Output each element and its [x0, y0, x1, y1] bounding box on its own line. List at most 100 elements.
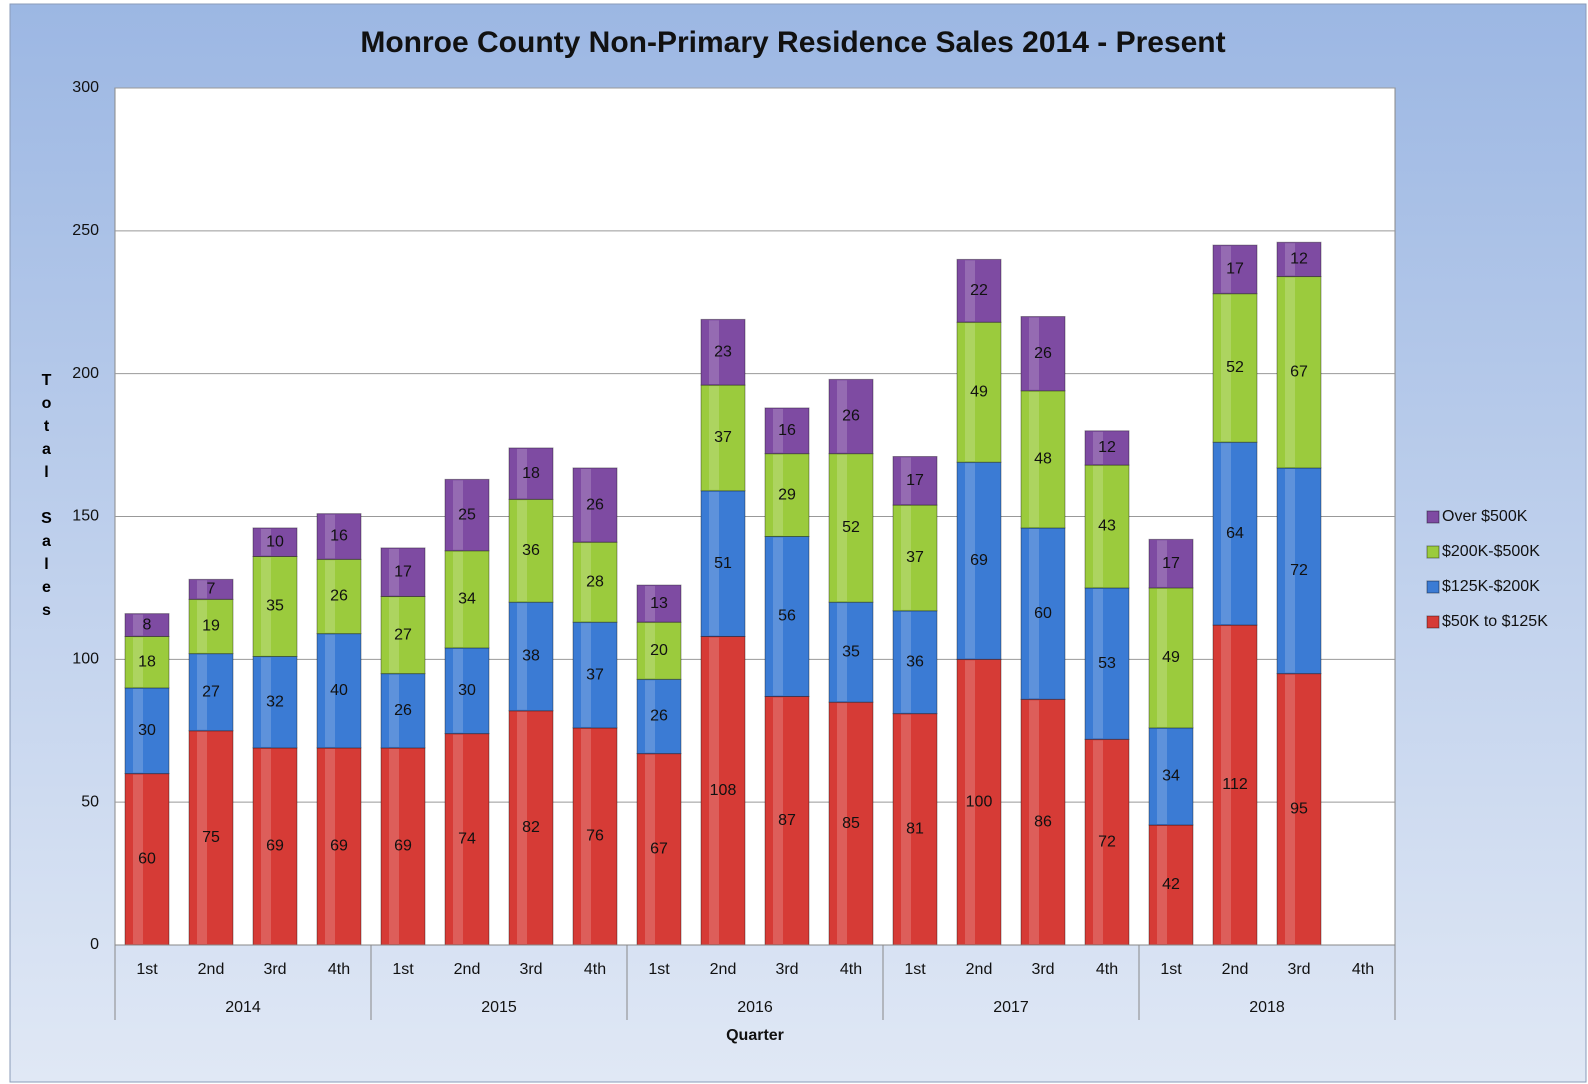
bar-highlight [1029, 528, 1039, 699]
bar-highlight [645, 586, 655, 622]
data-label: 81 [906, 821, 924, 838]
data-label: 12 [1098, 439, 1116, 456]
bar-highlight [325, 748, 335, 944]
bar-highlight [645, 680, 655, 753]
bar-segment [1020, 527, 1066, 700]
bar-segment [188, 653, 234, 732]
bar-segment [1084, 430, 1130, 466]
bar-segment [636, 584, 682, 623]
bar-segment [1020, 390, 1066, 529]
y-tick-label: 100 [72, 651, 99, 668]
bar-segment [700, 384, 746, 492]
bar-highlight [709, 320, 719, 385]
data-label: 37 [714, 429, 732, 446]
data-label: 17 [394, 563, 412, 580]
bar-segment [444, 478, 490, 552]
data-label: 52 [1226, 359, 1244, 376]
data-label: 86 [1034, 813, 1052, 830]
bar-highlight [1285, 468, 1295, 673]
bar-highlight [709, 386, 719, 490]
bar-highlight [1157, 588, 1167, 727]
bar-highlight [837, 380, 847, 453]
data-label: 20 [650, 642, 668, 659]
data-label: 12 [1290, 251, 1308, 268]
data-label: 56 [778, 608, 796, 625]
data-label: 76 [586, 828, 604, 845]
data-label: 8 [143, 616, 152, 633]
bar-segment [1212, 624, 1258, 946]
bar-highlight [965, 463, 975, 659]
bar-highlight [197, 731, 207, 944]
data-label: 69 [330, 838, 348, 855]
bar-segment [572, 467, 618, 543]
y-tick-label: 300 [72, 79, 99, 96]
bar-segment [828, 601, 874, 703]
x-tick-label: 1st [904, 961, 926, 978]
bar-highlight [389, 597, 399, 673]
legend-label: $125K-$200K [1442, 578, 1540, 595]
bar-highlight [581, 468, 591, 542]
data-label: 43 [1098, 518, 1116, 535]
group-label: 2015 [481, 999, 517, 1016]
bar-highlight [901, 714, 911, 944]
data-label: 69 [970, 552, 988, 569]
bar-segment [124, 687, 170, 775]
data-label: 48 [1034, 451, 1052, 468]
bar-highlight [261, 557, 271, 656]
x-tick-label: 3rd [519, 961, 542, 978]
bar-highlight [261, 528, 271, 556]
bar-highlight [773, 697, 783, 944]
bar-highlight [325, 560, 335, 633]
x-tick-label: 4th [1352, 961, 1374, 978]
data-label: 52 [842, 519, 860, 536]
bar-segment [956, 461, 1002, 660]
group-label: 2016 [737, 999, 773, 1016]
data-label: 53 [1098, 655, 1116, 672]
bar-segment [252, 527, 298, 557]
bar-highlight [1285, 243, 1295, 276]
data-label: 29 [778, 486, 796, 503]
bar-highlight [1157, 540, 1167, 587]
data-label: 72 [1098, 833, 1116, 850]
bar-segment [828, 378, 874, 455]
data-label: 69 [266, 838, 284, 855]
data-label: 49 [1162, 649, 1180, 666]
bar-highlight [581, 623, 591, 727]
bar-segment [188, 578, 234, 600]
bar-segment [380, 747, 426, 946]
bar-highlight [1029, 317, 1039, 390]
bar-segment [700, 490, 746, 637]
bar-highlight [709, 491, 719, 636]
data-label: 17 [906, 472, 924, 489]
data-label: 25 [458, 506, 476, 523]
bar-highlight [773, 537, 783, 696]
bar-segment [508, 498, 554, 603]
bar-segment [252, 655, 298, 749]
data-label: 67 [650, 841, 668, 858]
data-label: 22 [970, 282, 988, 299]
bar-segment [124, 613, 170, 637]
bar-highlight [453, 734, 463, 944]
data-label: 49 [970, 383, 988, 400]
y-tick-label: 200 [72, 365, 99, 382]
bar-highlight [453, 648, 463, 733]
data-label: 34 [458, 591, 476, 608]
x-tick-label: 2nd [966, 961, 993, 978]
bar-segment [188, 730, 234, 946]
bar-highlight [1221, 294, 1231, 442]
data-label: 26 [1034, 345, 1052, 362]
bar-highlight [133, 688, 143, 773]
data-label: 82 [522, 819, 540, 836]
bar-highlight [773, 454, 783, 536]
group-label: 2014 [225, 999, 261, 1016]
data-label: 100 [966, 793, 993, 810]
bar-segment [316, 633, 362, 749]
bar-highlight [261, 657, 271, 747]
bar-highlight [133, 774, 143, 944]
x-tick-label: 1st [648, 961, 670, 978]
bar-segment [1084, 587, 1130, 740]
bar-segment [700, 635, 746, 946]
legend-swatch [1426, 545, 1440, 559]
chart-title: Monroe County Non-Primary Residence Sale… [360, 26, 1225, 59]
